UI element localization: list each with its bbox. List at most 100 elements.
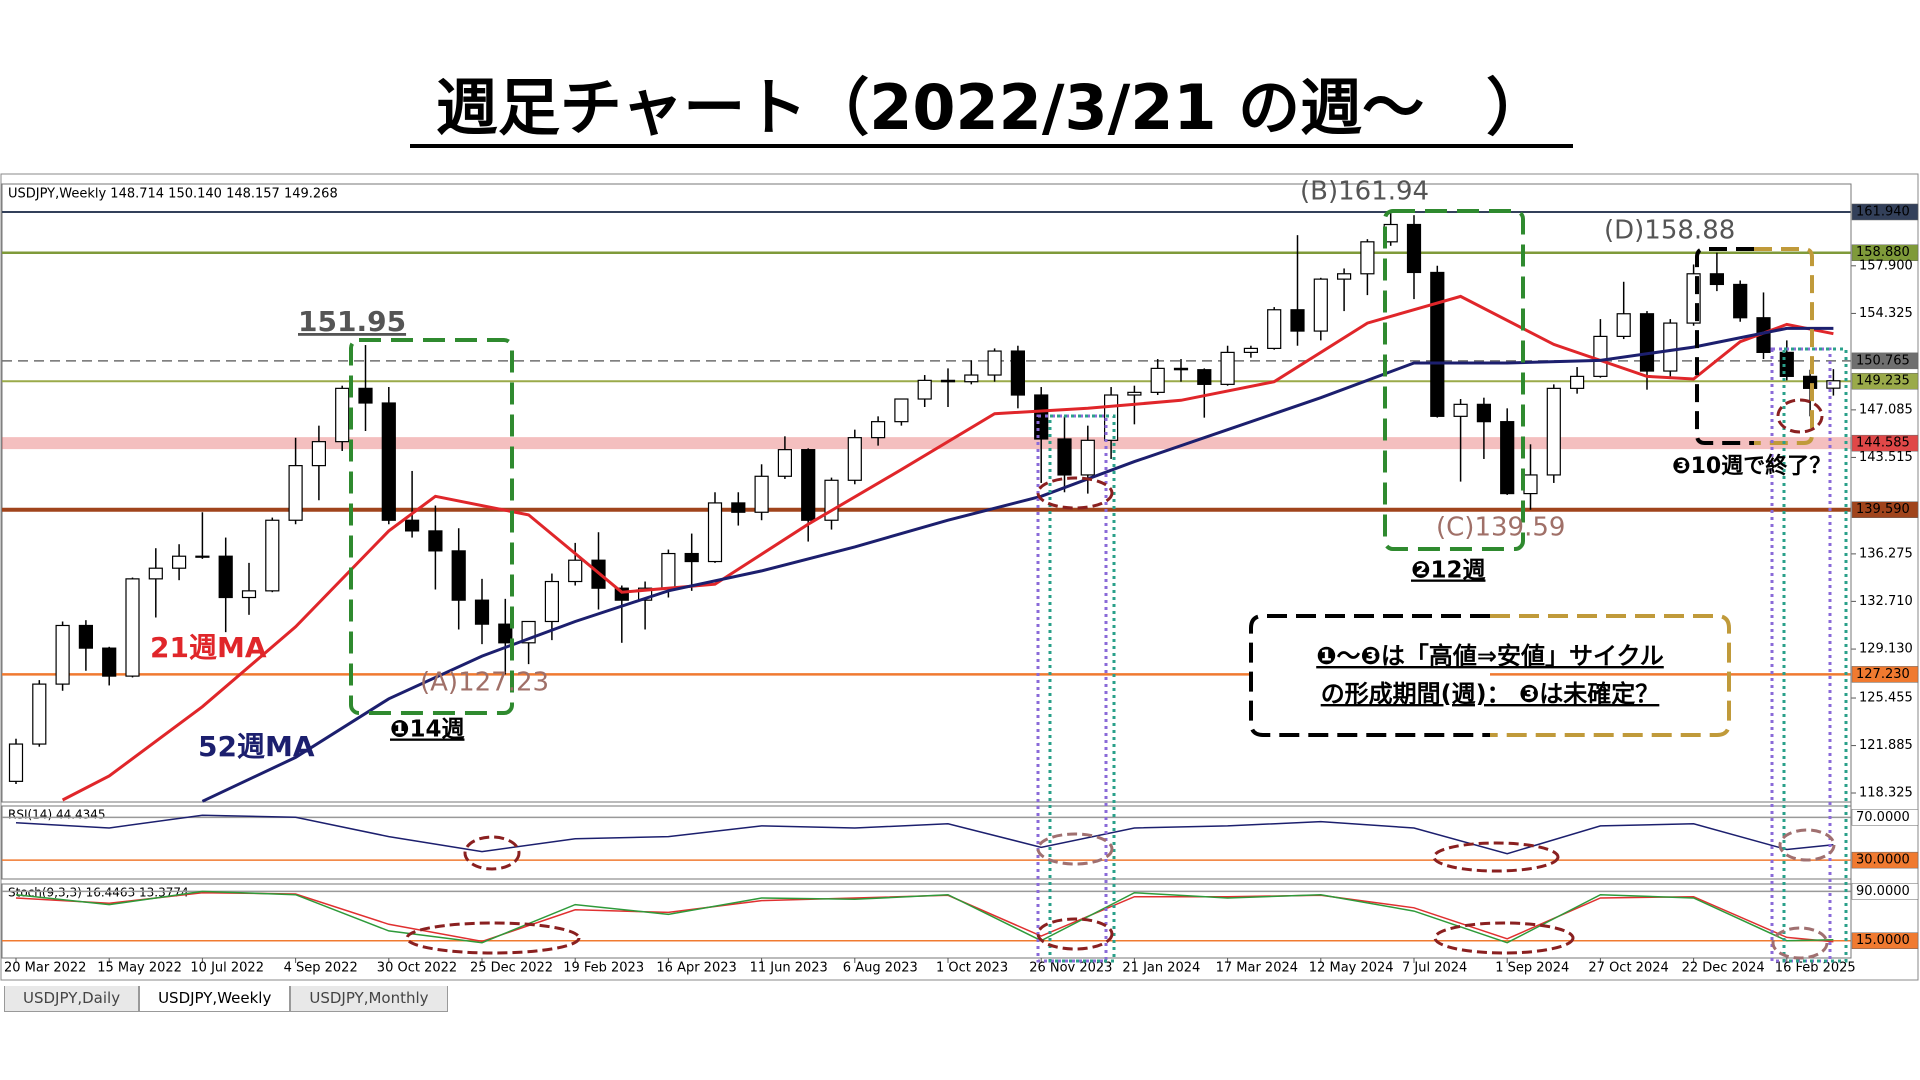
level-label: 15.0000 — [1856, 933, 1910, 948]
candle-body — [1569, 375, 1585, 389]
ellipse — [1036, 917, 1114, 951]
x-tick-label: 10 Jul 2022 — [190, 961, 264, 976]
note-box — [1249, 614, 1490, 737]
x-tick-label: 1 Oct 2023 — [936, 961, 1008, 976]
tab[interactable]: USDJPY,Weekly — [139, 986, 291, 1012]
level-label-bg — [1851, 851, 1919, 869]
candle-body — [1243, 347, 1259, 353]
candle-body — [1453, 403, 1468, 417]
candle-body — [870, 421, 886, 439]
candle-body — [777, 449, 793, 477]
candle-body — [1663, 322, 1678, 372]
level-label: 90.0000 — [1856, 884, 1910, 899]
candle-body — [754, 475, 769, 513]
candle-body — [917, 379, 932, 400]
window-frame — [0, 173, 1919, 981]
level-label: 150.765 — [1856, 353, 1910, 368]
candle-body — [801, 449, 816, 521]
candle-body — [544, 580, 560, 623]
y-tick-label: 147.085 — [1859, 402, 1913, 417]
rsi-label: RSI(14) 44.4345 — [8, 808, 106, 822]
candle-body — [1733, 283, 1748, 319]
candle-body — [1010, 350, 1026, 396]
candle-body — [1546, 387, 1561, 476]
candle-body — [847, 437, 862, 481]
candle-body — [964, 374, 979, 383]
candle-body — [1197, 369, 1212, 385]
tab[interactable]: USDJPY,Monthly — [290, 986, 448, 1012]
candle-body — [684, 552, 699, 563]
candle-body — [1220, 351, 1235, 385]
y-tick-label: 121.885 — [1859, 738, 1913, 753]
cycle-box — [349, 338, 514, 715]
annotation: (C)139.59 — [1436, 513, 1565, 543]
y-tick-label: 125.455 — [1859, 691, 1913, 706]
candle-body — [428, 530, 443, 552]
annotation: 151.95 — [298, 305, 406, 338]
candle-body — [1430, 271, 1445, 417]
candle-body — [1336, 273, 1352, 280]
level-label: 70.0000 — [1856, 810, 1910, 825]
level-label: 161.940 — [1856, 204, 1910, 219]
level-label-bg — [1851, 932, 1919, 949]
candle-body — [125, 578, 140, 677]
x-tick-label: 20 Mar 2022 — [4, 961, 86, 976]
candle-body — [1360, 241, 1375, 275]
y-tick-label: 118.325 — [1859, 786, 1913, 801]
annotation: 21週MA — [150, 631, 267, 664]
candle-body — [195, 555, 210, 558]
y-tick-label: 157.900 — [1859, 258, 1913, 273]
annotation: ❶〜❸は「高値⇒安値」サイクル — [1316, 642, 1664, 670]
chart-header: USDJPY,Weekly 148.714 150.140 148.157 14… — [8, 187, 338, 202]
level-label-bg — [1851, 809, 1919, 826]
candle-body — [451, 550, 466, 601]
candle-body — [32, 683, 47, 745]
x-tick-label: 21 Jan 2024 — [1122, 961, 1200, 976]
level-label: 127.230 — [1856, 667, 1910, 682]
candle-body — [1616, 313, 1631, 338]
ellipse — [1433, 921, 1575, 955]
candle-body — [381, 402, 396, 521]
candle-body — [1779, 351, 1794, 377]
level-label-bg — [1851, 501, 1919, 518]
candle-body — [1523, 474, 1538, 495]
candle-body — [1639, 313, 1655, 372]
candle-body — [1290, 309, 1305, 332]
ellipse — [1778, 828, 1836, 862]
candle-body — [358, 387, 373, 404]
overlay: 151.95 (A)127.23 (B)161.94 (C)139.59 (D)158.… — [150, 177, 1848, 963]
annotation: 52週MA — [198, 730, 315, 763]
x-tick-label: 1 Sep 2024 — [1495, 961, 1569, 976]
candle-body — [498, 623, 513, 644]
x-tick-label: 25 Dec 2022 — [470, 961, 553, 976]
annotation: の形成期間(週)： ❸は未確定？ — [1321, 680, 1660, 708]
y-tick-label: 136.275 — [1859, 546, 1913, 561]
rsi-line — [15, 814, 1834, 855]
x-tick-label: 26 Nov 2023 — [1029, 961, 1112, 976]
y-tick-label: 132.710 — [1859, 594, 1913, 609]
chart-title: 週足チャート（2022/3/21 の週〜 ） — [436, 71, 1548, 144]
x-tick-label: 16 Apr 2023 — [656, 961, 736, 976]
candle-body — [55, 624, 70, 685]
candle-body — [1826, 380, 1841, 389]
candle-body — [1406, 223, 1422, 274]
candle-body — [1080, 439, 1095, 476]
candle-body — [940, 379, 956, 383]
candle-body — [311, 441, 326, 467]
dotted-box — [1048, 414, 1116, 963]
candle-body — [218, 555, 233, 599]
ma-line — [201, 326, 1834, 803]
tab[interactable]: USDJPY,Daily — [4, 986, 140, 1012]
candle-body — [614, 587, 629, 601]
level-label-bg — [1851, 352, 1919, 370]
cycle-box — [1383, 209, 1525, 551]
annotation: (A)127.23 — [420, 668, 549, 698]
candle-body — [148, 567, 163, 580]
candle-body — [1476, 403, 1492, 423]
note-box — [1490, 614, 1731, 737]
candle-body — [172, 555, 187, 569]
candle-body — [405, 519, 420, 532]
candle-body — [1173, 367, 1189, 371]
level-label: 30.0000 — [1856, 853, 1910, 868]
